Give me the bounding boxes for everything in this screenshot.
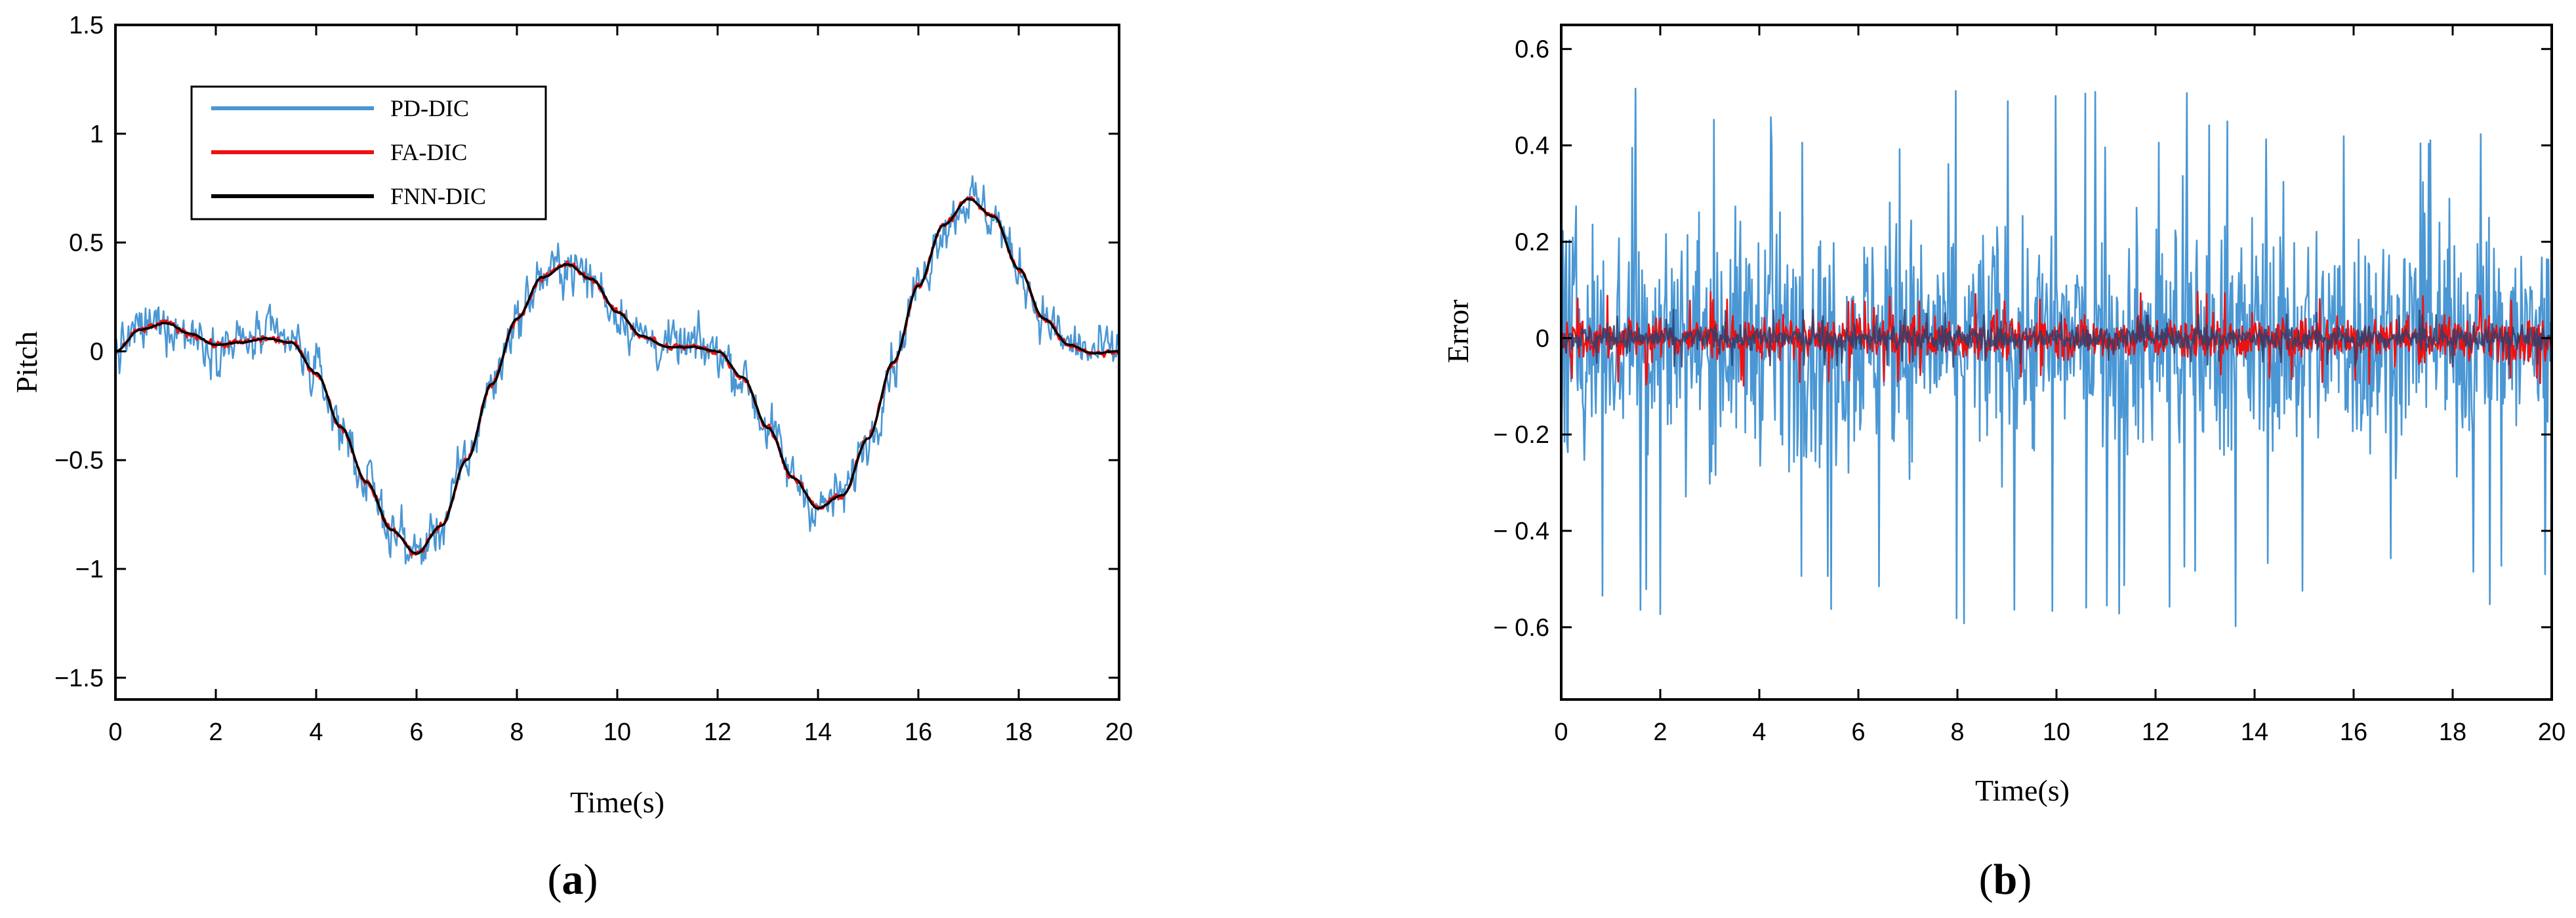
x-tick-label: 6 [409,719,423,746]
panel-b-label: (b) [1979,856,2032,904]
y-tick-label: − 0.6 [1493,614,1549,642]
y-tick-label: 0.4 [1515,133,1549,160]
panel-a-x-axis-title: Time(s) [570,785,664,819]
series-line-pd-dic [1561,87,2552,627]
x-tick-label: 16 [2340,719,2367,746]
x-tick-label: 18 [2439,719,2466,746]
legend-label-fnn-dic: FNN-DIC [390,183,486,209]
x-tick-label: 12 [704,719,731,746]
y-tick-label: −1.5 [54,665,104,692]
x-tick-label: 14 [804,719,832,746]
x-tick-label: 0 [1554,719,1568,746]
y-tick-label: 0 [90,338,104,365]
x-tick-label: 4 [1752,719,1766,746]
x-tick-label: 8 [510,719,523,746]
legend-label-pd-dic: PD-DIC [390,95,469,121]
x-tick-label: 8 [1950,719,1964,746]
y-tick-label: −1 [75,556,104,583]
panel-b-plot-area [1561,87,2552,627]
x-tick-label: 18 [1005,719,1032,746]
panel-b-ticks: 0 2 4 6 8 10 12 14 16 18 20 − 0.6 − 0.4 − 0.2 0 0.2 0.4 0… [1493,25,2566,746]
x-tick-label: 0 [108,719,122,746]
panel-b-x-axis-title: Time(s) [1975,774,2070,807]
series-line-pd-dic [115,175,1119,565]
panel-a-label: (a) [548,856,598,904]
x-tick-label: 2 [209,719,222,746]
x-tick-label: 12 [2142,719,2169,746]
x-tick-label: 20 [2538,719,2566,746]
x-tick-label: 10 [603,719,631,746]
x-tick-label: 6 [1851,719,1865,746]
legend-label-fa-dic: FA-DIC [390,139,467,165]
series-line-fa-dic [115,196,1119,556]
y-tick-label: 1 [90,121,104,148]
series-line-fnn-dic [115,198,1119,555]
x-tick-label: 10 [2043,719,2070,746]
y-tick-label: − 0.2 [1493,421,1549,449]
panel-a: 0 2 4 6 8 10 12 14 16 18 20 −1.5 −1 −0.5 0 0.5 1 1.5 PD-D… [10,12,1133,904]
y-tick-label: 0 [1536,325,1549,352]
panel-a-legend: PD-DIC FA-DIC FNN-DIC [190,85,547,220]
x-tick-label: 20 [1105,719,1133,746]
y-tick-label: −0.5 [54,447,104,474]
y-tick-label: 1.5 [69,12,104,39]
series-line-fnn-dic [1561,308,2552,368]
panel-b-y-axis-title: Error [1441,299,1475,363]
panel-a-y-axis-title: Pitch [10,331,43,394]
y-tick-label: 0.5 [69,230,104,257]
panel-b: 0 2 4 6 8 10 12 14 16 18 20 − 0.6 − 0.4 − 0.2 0 0.2 0.4 0… [1441,24,2566,904]
x-tick-label: 16 [905,719,932,746]
panel-a-ticks: 0 2 4 6 8 10 12 14 16 18 20 −1.5 −1 −0.5 0 0.5 1 1.5 [54,12,1133,746]
y-tick-label: 0.2 [1515,228,1549,256]
y-tick-label: 0.6 [1515,36,1549,64]
x-tick-label: 4 [309,719,323,746]
x-tick-label: 2 [1653,719,1667,746]
x-tick-label: 14 [2241,719,2268,746]
y-tick-label: − 0.4 [1493,518,1549,545]
panel-a-plot-area [115,175,1119,565]
